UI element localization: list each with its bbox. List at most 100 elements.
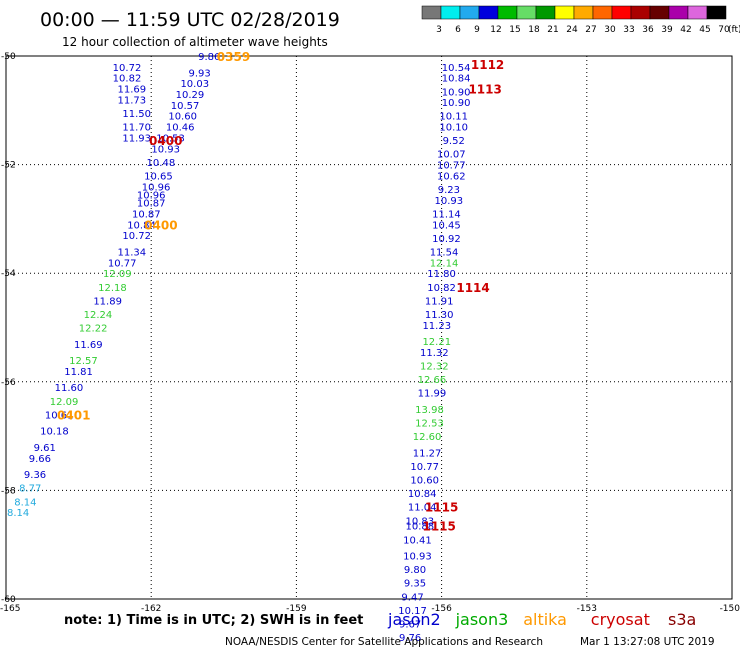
legend-label: 21 [547,25,558,35]
y-tick-label: -54 [1,269,16,279]
legend-label: 70 [718,25,730,35]
wave-height-point: 10.90 [442,87,471,98]
wave-height-point: 9.23 [438,185,460,196]
legend-swatch [706,5,727,20]
legend-swatch [592,5,613,20]
y-tick-label: -58 [1,486,16,496]
legend-label: 18 [528,25,540,35]
wave-height-point: 10.84 [127,220,156,231]
wave-height-point: 11.73 [118,95,147,106]
wave-height-point: 9.36 [24,470,46,481]
wave-height-point: 9.93 [188,68,210,79]
legend-swatch [668,5,689,20]
wave-height-point: 10.92 [432,234,461,245]
legend-swatch [630,5,651,20]
footer-credit: NOAA/NESDIS Center for Satellite Applica… [225,636,543,648]
wave-height-point: 10.77 [410,462,439,473]
y-tick-label: -52 [1,161,16,171]
wave-height-point: 11.27 [413,448,442,459]
time-label: 1113 [468,83,501,97]
wave-height-point: 9.66 [29,454,51,465]
wave-height-point: 12.53 [415,419,444,430]
wave-height-point: 10.84 [408,489,437,500]
legend-swatch [535,5,556,20]
x-tick-label: -159 [286,604,307,614]
time-label: 1112 [471,58,504,72]
wave-height-point: 12.24 [84,310,113,321]
satellite-name: jason3 [455,610,509,629]
wave-height-point: 10.10 [439,123,468,134]
legend-label: 15 [509,25,520,35]
legend-label: 36 [642,25,654,35]
wave-height-point: 12.21 [422,337,451,348]
legend-label: 45 [699,25,710,35]
satellite-name: cryosat [591,610,650,629]
wave-height-point: 10.87 [132,209,161,220]
wave-height-point: 10.48 [147,158,176,169]
wave-height-point: 8.14 [7,508,29,519]
wave-height-point: 12.32 [420,362,449,373]
wave-height-point: 10.54 [442,63,471,74]
wave-height-point: 10.11 [439,112,468,123]
wave-height-point: 10.84 [442,74,471,85]
wave-height-point: 11.23 [422,321,451,332]
x-tick-label: -150 [720,604,740,614]
wave-height-point: 10.53 [156,133,185,144]
wave-height-point: 10.18 [40,427,69,438]
wave-height-point: 9.35 [404,579,426,590]
wave-height-point: 11.30 [425,310,454,321]
wave-height-point: 9.47 [401,592,423,603]
wave-height-point: 10.93 [151,144,180,155]
legend-label: 42 [680,25,691,35]
satellite-name: altika [523,610,567,629]
legend-label: 6 [455,25,461,35]
x-tick-label: -165 [0,604,20,614]
chart-subtitle: 12 hour collection of altimeter wave hei… [62,35,328,49]
time-label: 0400 [144,218,177,232]
wave-height-point: 9.76 [399,633,421,644]
time-labels: 0359 0400 0400 0401 1112 1113 1114 1115 1115 [57,50,504,534]
legend-swatch [687,5,708,20]
wave-height-point: 12.09 [50,397,79,408]
wave-height-point: 11.80 [427,269,456,280]
wave-height-point: 10.90 [442,98,471,109]
wave-height-point: 10.62 [437,171,466,182]
legend-swatch [421,5,442,20]
wave-height-point: 10.17 [398,606,427,617]
wave-height-point: 10.87 [137,199,166,210]
wave-height-point: 11.32 [420,348,449,359]
wave-height-point: 11.81 [64,367,93,378]
x-tick-label: -162 [141,604,161,614]
time-label: 0401 [57,408,90,422]
wave-height-point: 10.72 [122,231,151,242]
wave-height-point: 10.82 [427,283,456,294]
wave-height-point: 10.45 [432,220,461,231]
legend-swatch [573,5,594,20]
y-tick-label: -50 [1,52,16,62]
wave-height-point: 9.80 [404,565,426,576]
wave-height-point: 8.77 [19,484,41,495]
x-tick-label: -156 [431,604,452,614]
legend-swatch [497,5,518,20]
wave-height-point: 11.14 [432,209,461,220]
wave-height-point: 12.18 [98,283,127,294]
legend-label: 24 [566,25,578,35]
wave-height-point: 11.50 [122,109,151,120]
y-tick-label: -56 [1,378,16,388]
wave-height-point: 10.57 [171,101,200,112]
wave-height-point: 11.34 [118,247,147,258]
wave-height-point: 10.88 [405,522,434,533]
grid-lines [6,56,732,599]
x-tick-label: -153 [577,604,597,614]
wave-height-point: 11.70 [122,123,151,134]
legend-unit: (ft) [728,25,740,35]
legend-label: 30 [604,25,616,35]
wave-height-point: 9.61 [34,443,56,454]
wave-height-point: 10.93 [403,552,432,563]
legend-swatch [554,5,575,20]
data-points: 10.7210.8211.6911.7311.5011.7011.939.869… [7,52,470,644]
time-label: 0359 [217,50,250,64]
axis-tick-labels: -165 -162 -159 -156 -153 -150 -50 -52 -54 -56 -58 -… [0,52,740,614]
